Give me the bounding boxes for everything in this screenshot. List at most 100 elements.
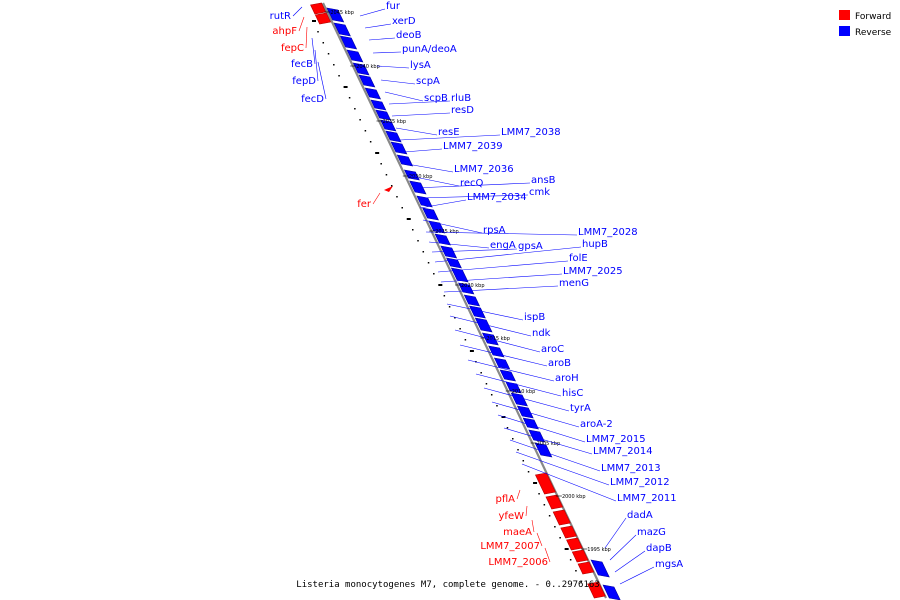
kbp-ticks: 2045 kbp 2040 kbp 2035 kbp 2030 kbp 2025 kbp…	[324, 10, 611, 553]
gene-feature-rev-12	[396, 154, 414, 167]
gene-feature-rev-28	[493, 357, 511, 370]
track-dot	[554, 526, 556, 528]
gene-label: ansB	[531, 175, 556, 186]
leader-LMM7_2036	[406, 163, 454, 173]
leader-xerD	[364, 23, 392, 29]
leader-LMM7_2012	[515, 451, 610, 486]
gene-feature-rev-19	[440, 245, 458, 259]
gene-label: gpsA	[518, 241, 543, 252]
gene-feature-rev-21	[450, 267, 469, 283]
track-dot	[417, 240, 419, 242]
leader-dadA	[604, 517, 627, 549]
gene-label: fepD	[292, 76, 316, 87]
gene-label: aroH	[555, 373, 579, 384]
gene-label: LMM7_2013	[601, 463, 661, 474]
gene-label: maeA	[503, 527, 532, 538]
gene-feature-fwd-5	[560, 525, 578, 539]
gene-feature-rev-3	[346, 49, 364, 63]
track-dot	[448, 306, 451, 308]
gene-feature-rev-25	[474, 317, 493, 333]
track-dot	[390, 185, 393, 187]
gene-feature-rev-9	[380, 119, 397, 132]
track-dot	[469, 350, 474, 352]
gene-feature-fwd-6	[566, 537, 583, 551]
gene-label: aroC	[541, 344, 564, 355]
gene-feature-rev-24	[469, 305, 486, 319]
gene-feature-fwd-7	[571, 549, 589, 563]
gene-feature-rev-4	[352, 62, 370, 76]
track-dot	[543, 504, 546, 506]
leader-gpsA	[431, 248, 518, 253]
leader-cmk	[417, 194, 529, 199]
gene-label: ndk	[532, 328, 551, 339]
track-dot	[548, 515, 551, 517]
gene-label: folE	[569, 253, 588, 264]
gene-label: LMM7_2014	[593, 446, 653, 457]
leader-LMM7_2007	[536, 532, 543, 547]
gene-label: dadA	[627, 510, 653, 521]
track-dot	[575, 570, 577, 572]
track-dot	[322, 42, 325, 44]
track-dot	[496, 405, 498, 407]
gene-label: hisC	[562, 388, 583, 399]
track-dot	[333, 64, 335, 66]
gene-feature-rev-8	[375, 109, 392, 121]
track-dot	[396, 196, 398, 198]
gene-feature-rev-32	[516, 405, 534, 419]
gene-feature-fwd-9	[587, 581, 606, 599]
leader-ansB	[413, 182, 531, 189]
track-dot	[338, 75, 340, 77]
gene-labels: rutR ahpF fepC fecB fepD fecD fer pflA yfeW maeA L…	[270, 1, 684, 570]
track-dot	[433, 273, 435, 275]
gene-label: resE	[438, 127, 460, 138]
track-dot	[359, 119, 361, 121]
gene-feature-rev-14	[409, 180, 427, 195]
leader-mazG	[609, 534, 637, 561]
gene-label: rluB	[451, 93, 471, 104]
track-dot	[422, 251, 425, 253]
track-dot	[343, 86, 348, 88]
gene-feature-fwd-2	[534, 472, 556, 495]
gene-feature-rev-22	[457, 282, 475, 295]
gene-feature-rev-35	[534, 442, 553, 458]
track-dot	[580, 581, 582, 583]
leader-LMM7_2013	[509, 439, 601, 472]
gene-label: fecB	[291, 59, 313, 70]
leader-LMM7_2011	[521, 463, 617, 502]
gene-feature-rev-10	[385, 130, 402, 143]
leader-ndk	[449, 315, 532, 337]
gene-feature-rev-16	[422, 207, 439, 221]
track-dot	[459, 328, 461, 330]
leader-ispB	[446, 303, 524, 321]
gene-feature-rev-17	[428, 220, 446, 234]
gene-label: tyrA	[570, 403, 591, 414]
track-dot	[380, 163, 382, 165]
gene-label: LMM7_2034	[467, 192, 527, 203]
track-dot	[412, 229, 414, 231]
leader-aroH	[467, 359, 555, 382]
leader-fecB	[311, 37, 316, 65]
leader-folE	[437, 260, 569, 273]
leader-fer	[372, 192, 381, 205]
legend: Forward Reverse	[839, 10, 892, 38]
gene-feature-rev-6	[364, 87, 382, 100]
gene-label: menG	[559, 278, 589, 289]
gene-label: engA	[490, 240, 516, 251]
leader-fur	[359, 8, 386, 17]
gene-label: LMM7_2015	[586, 434, 646, 445]
track-dot	[401, 207, 403, 209]
leader-LMM7_2025	[440, 273, 563, 283]
dotted-track	[312, 20, 582, 583]
leader-lysA	[376, 65, 410, 69]
leader-scpA	[380, 79, 416, 85]
leader-LMM7_2006	[544, 547, 551, 563]
track-dot	[569, 559, 572, 561]
track-dot	[369, 141, 372, 143]
leader-deoB	[368, 37, 396, 41]
leader-yfeW	[525, 505, 528, 517]
legend-reverse-swatch	[839, 26, 850, 36]
genome-caption: Listeria monocytogenes M7, complete geno…	[296, 580, 599, 590]
leader-LMM7_2014	[503, 427, 593, 455]
gene-label: LMM7_2007	[480, 541, 540, 552]
